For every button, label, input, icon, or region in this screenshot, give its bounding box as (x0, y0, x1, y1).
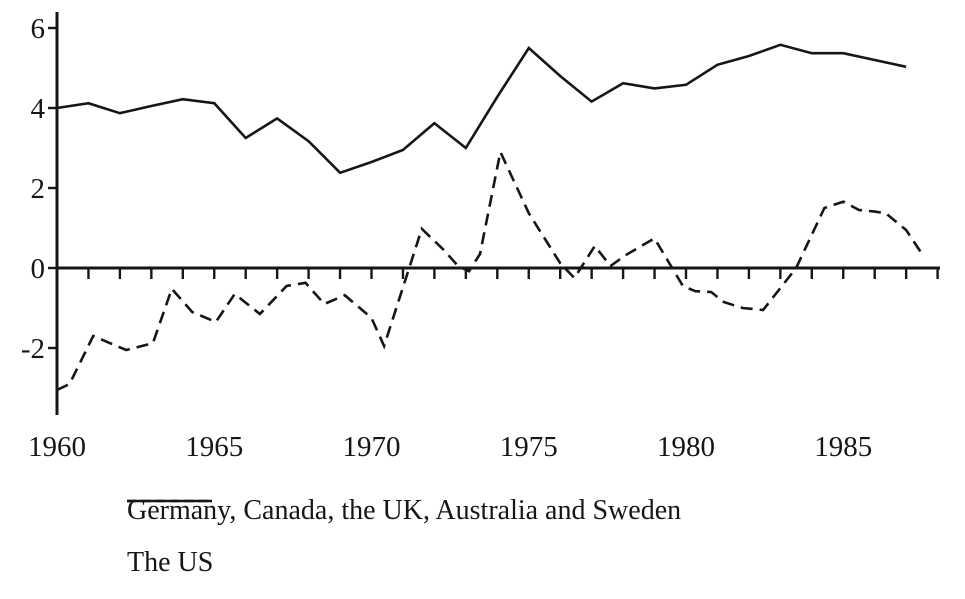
legend-item-us: The US (127, 499, 681, 578)
chart-svg: 6 4 2 0 -2 1960 1965 1970 1975 1980 1985 (21, 12, 940, 463)
series-line-non-us (56, 43, 907, 175)
legend-label-non-us: Germany, Canada, the UK, Australia and S… (127, 495, 682, 526)
solid-line-swatch-icon (127, 499, 212, 503)
y-tick-label: 4 (31, 93, 46, 125)
y-tick-label: 6 (31, 13, 46, 45)
legend: Germany, Canada, the UK, Australia and S… (127, 495, 682, 599)
x-tick-label: 1970 (343, 431, 401, 463)
y-tick-label: -2 (21, 333, 45, 365)
x-tick-label: 1980 (657, 431, 715, 463)
y-tick-label: 2 (31, 173, 46, 205)
x-tick-label: 1960 (28, 431, 86, 463)
y-tick-label: 0 (31, 253, 46, 285)
x-tick-label: 1975 (500, 431, 558, 463)
legend-label-us: The US (127, 547, 214, 578)
dashed-line-swatch-icon (127, 499, 212, 503)
legend-item-non-us: Germany, Canada, the UK, Australia and S… (127, 495, 682, 526)
x-tick-label: 1985 (814, 431, 872, 463)
series-line-us (56, 147, 925, 392)
x-tick-label: 1965 (185, 431, 243, 463)
